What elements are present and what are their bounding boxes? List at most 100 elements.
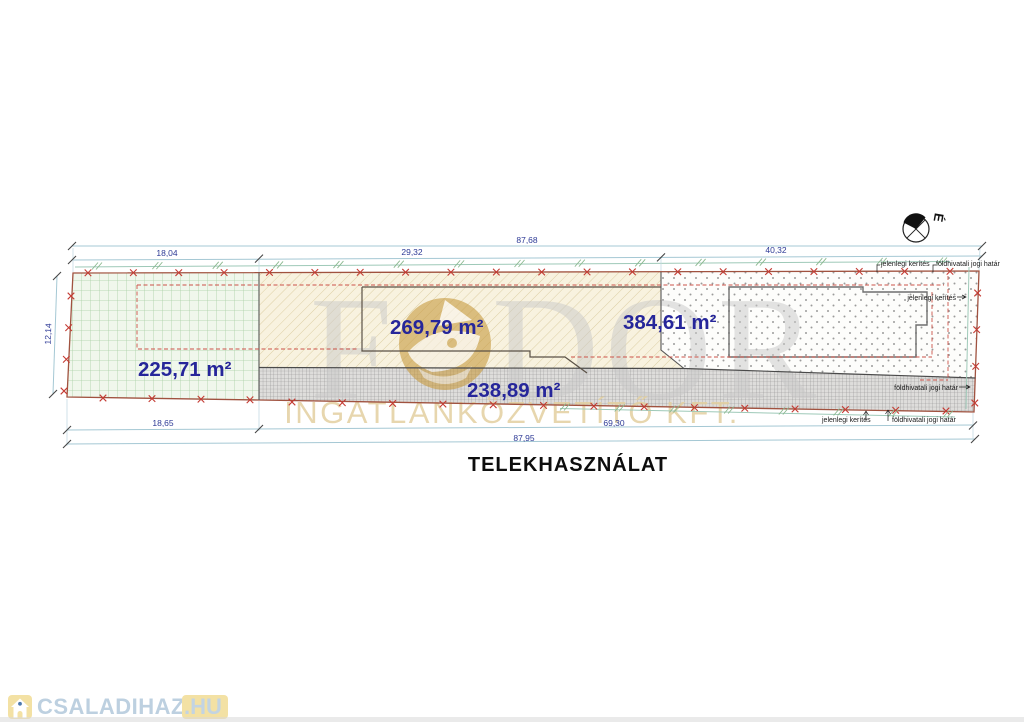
fence-x-mark	[288, 398, 296, 406]
fence-x-mark	[338, 399, 346, 407]
fence-x-mark	[197, 395, 205, 403]
annotation-fence-bottom: jelenlegi kerítés	[821, 417, 871, 424]
fence-x-mark	[719, 268, 727, 276]
dimension-arrow-tick	[67, 255, 77, 265]
fence-tick-mark	[695, 258, 706, 267]
fence-x-mark	[265, 268, 274, 277]
dimension-arrow-tick	[656, 253, 666, 262]
fence-x-mark	[892, 406, 900, 414]
fence-tick-mark	[614, 404, 626, 412]
dimension-arrow-tick	[62, 425, 72, 435]
building-outline	[728, 286, 928, 358]
fence-tick-mark	[514, 259, 525, 268]
fence-x-mark	[791, 405, 799, 413]
page-title: TELEKHASZNÁLAT	[468, 453, 668, 476]
fence-x-mark	[492, 268, 501, 276]
fence-tick-mark	[755, 258, 767, 266]
fence-tick-mark	[942, 410, 954, 418]
fence-tick-mark	[778, 407, 790, 415]
north-arrow-icon: É	[902, 212, 947, 243]
fence-x-mark	[539, 401, 548, 410]
fence-x-mark	[148, 394, 156, 403]
area-label-yellow: 269,79 m²	[390, 316, 484, 339]
fence-x-mark	[590, 402, 598, 410]
watermark: F DOR INGATLANKÖZVETÍTŐ KFT.	[284, 267, 816, 431]
fence-x-mark	[946, 267, 954, 275]
area-labels: 225,71 m² 269,79 m² 384,61 m² 238,89 m²	[138, 311, 717, 402]
dim-bottom-total: 87,95	[513, 433, 535, 443]
area-label-green: 225,71 m²	[138, 358, 232, 381]
fence-x-mark	[764, 267, 773, 276]
fence-x-mark	[129, 269, 138, 277]
fence-tick-mark	[559, 403, 571, 411]
dimension-labels: 87,68 18,04 29,32 40,32 12,14 18,65 69,3…	[43, 235, 787, 443]
fence-tick-mark	[272, 261, 284, 269]
fence-tick-mark	[152, 261, 163, 270]
dim-top-mid: 29,32	[401, 247, 423, 257]
fence-tick-mark	[453, 260, 465, 268]
fence-x-mark	[62, 355, 71, 364]
annotation-legal-right: földhivatali jogi határ	[894, 385, 958, 392]
dimension-arrow-tick	[67, 241, 77, 251]
region-dotted-area	[661, 271, 979, 378]
dimension-arrow-tick	[254, 424, 264, 434]
dimension-lines	[52, 245, 983, 446]
fence-x-mark	[99, 394, 107, 402]
fence-x-mark	[640, 403, 648, 411]
logo-tld: .HU	[184, 694, 222, 719]
watermark-subtitle: INGATLANKÖZVETÍTŐ KFT.	[284, 395, 740, 430]
fence-tick-mark	[91, 262, 103, 270]
fence-x-mark	[537, 268, 546, 276]
fence-x-mark	[741, 404, 749, 412]
annotation-legal-top: földhivatali jogi határ	[936, 261, 1000, 268]
fence-x-mark	[690, 403, 699, 412]
fence-x-mark	[972, 325, 981, 334]
fence-tick-mark	[212, 261, 224, 270]
fence-x-mark	[628, 268, 637, 276]
dim-bottom-mid: 69,30	[603, 418, 625, 428]
fence-x-mark	[900, 267, 909, 276]
fence-x-mark	[220, 268, 228, 277]
annotation-fence-right: jelenlegi kerítés	[906, 295, 956, 302]
fence-x-mark	[972, 362, 980, 371]
fence-tick-mark	[669, 405, 680, 413]
boundary-annotations: jelenlegi kerítés földhivatali jogi hatá…	[821, 261, 1000, 424]
page-bottom-edge	[0, 717, 1024, 722]
fence-and-survey-marks	[48, 241, 987, 449]
dim-bottom-left: 18,65	[152, 418, 174, 428]
fence-tick-mark	[333, 260, 344, 269]
area-label-strip: 238,89 m²	[467, 379, 561, 402]
fence-x-mark	[841, 405, 850, 414]
fence-x-mark	[942, 407, 950, 415]
csaladihazak-logo: CSALADIHAZAK .HU	[8, 694, 228, 719]
plot-legal-outline	[66, 270, 980, 413]
fence-x-mark	[311, 268, 319, 277]
dimension-arrow-tick	[968, 421, 978, 430]
strip-top-border	[258, 366, 976, 379]
fence-x-mark	[356, 268, 364, 277]
dimension-arrow-tick	[977, 251, 987, 261]
usage-outline-yellow	[361, 286, 661, 374]
fence-tick-mark	[634, 258, 646, 267]
fence-tick-mark	[833, 408, 844, 416]
fence-x-mark	[246, 396, 254, 404]
fence-x-mark	[60, 387, 68, 395]
dimension-arrow-tick	[254, 254, 264, 263]
fence-x-mark	[401, 268, 410, 276]
legal-boundary-dashed-lines	[136, 276, 949, 381]
dim-top-right: 40,32	[765, 245, 787, 255]
dim-top-left: 18,04	[156, 248, 178, 258]
fence-x-mark	[489, 401, 497, 409]
fence-x-mark	[439, 400, 447, 408]
fence-tick-mark	[876, 257, 887, 266]
fence-x-mark	[674, 268, 682, 276]
fence-x-mark	[84, 269, 92, 277]
fence-x-mark	[388, 399, 397, 408]
annotation-fence-top: jelenlegi kerítés	[880, 261, 930, 268]
plot-outlines	[66, 261, 980, 418]
fence-tick-mark	[936, 257, 948, 265]
dim-top-total: 87,68	[516, 235, 538, 245]
dimension-arrow-tick	[48, 389, 58, 399]
dimension-arrow-tick	[62, 439, 72, 449]
